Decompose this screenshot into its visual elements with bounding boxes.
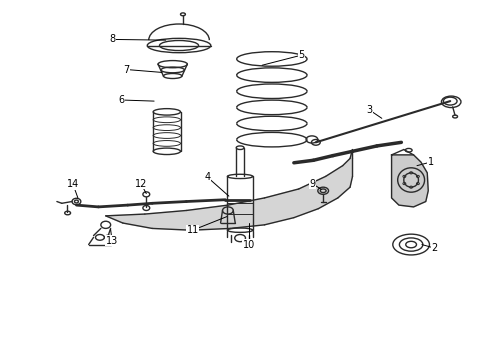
Text: 3: 3	[367, 105, 373, 115]
Text: 8: 8	[109, 35, 115, 44]
Text: 9: 9	[309, 179, 316, 189]
Text: 2: 2	[432, 243, 438, 253]
Text: 11: 11	[187, 225, 199, 235]
Ellipse shape	[404, 173, 418, 187]
Text: 13: 13	[106, 236, 118, 246]
Text: 4: 4	[204, 172, 210, 182]
Text: 5: 5	[298, 50, 304, 60]
Polygon shape	[392, 155, 428, 207]
Text: 14: 14	[67, 179, 79, 189]
Polygon shape	[106, 149, 352, 230]
Text: 7: 7	[123, 64, 130, 75]
Text: 10: 10	[243, 239, 255, 249]
Text: 12: 12	[135, 179, 147, 189]
Text: 6: 6	[119, 95, 125, 105]
Text: 1: 1	[428, 157, 434, 167]
